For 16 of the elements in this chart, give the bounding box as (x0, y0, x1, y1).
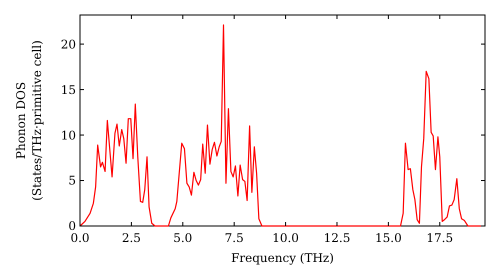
x-tick-label: 17.5 (426, 231, 454, 245)
y-tick-label: 5 (68, 174, 76, 188)
x-tick-label: 0.0 (70, 231, 90, 245)
x-tick-label: 10.0 (272, 231, 299, 245)
y-tick-label: 20 (60, 37, 76, 52)
y-tick-label: 10 (60, 128, 76, 142)
x-axis-title: Frequency (THz) (231, 251, 334, 265)
line-series (79, 24, 482, 227)
x-tick-label: 2.5 (122, 231, 141, 245)
y-tick-label: 0 (68, 219, 76, 234)
x-tick-label: 15.0 (375, 231, 402, 245)
x-tick-label: 5.0 (173, 231, 192, 245)
x-tick-label: 12.5 (324, 231, 350, 245)
y-axis-title: Phonon DOS (States/THz·primitive cell) (14, 40, 44, 201)
x-tick-label: 7.5 (224, 231, 244, 245)
y-tick-label: 15 (60, 82, 76, 97)
